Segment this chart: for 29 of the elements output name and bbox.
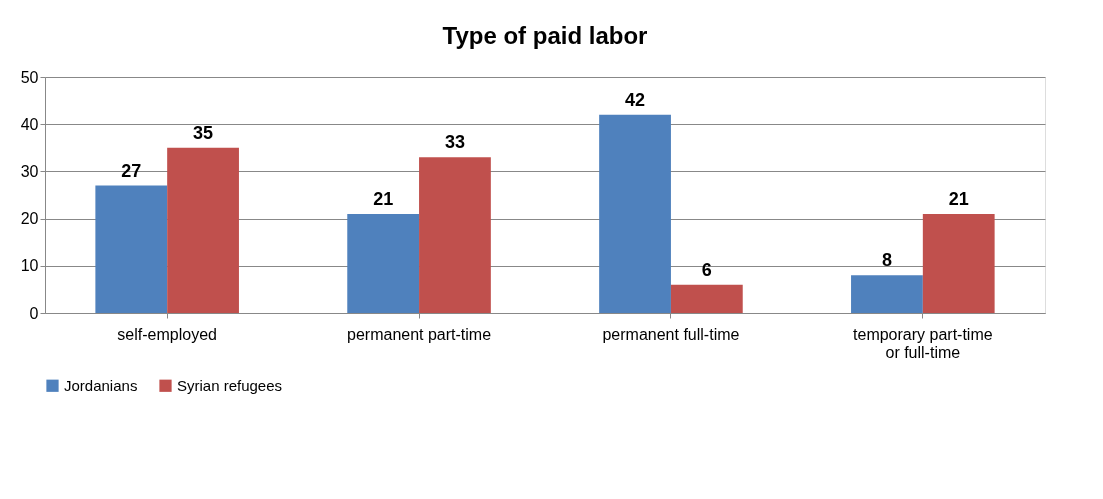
chart-title: Type of paid labor	[442, 22, 648, 49]
bar	[95, 185, 168, 313]
data-label: 42	[625, 89, 646, 110]
y-tick-label: 10	[20, 257, 39, 275]
y-tick-label: 20	[20, 210, 39, 228]
y-tick-label: 50	[20, 68, 39, 86]
y-tick-label: 0	[29, 304, 39, 322]
bar	[419, 157, 491, 313]
bar	[599, 114, 671, 313]
bar	[922, 213, 995, 313]
x-tick-label: permanent full-time	[602, 325, 740, 343]
data-label: 6	[701, 259, 712, 280]
bar	[670, 284, 743, 313]
x-tick-label: self-employed	[117, 325, 217, 343]
data-label: 21	[948, 188, 969, 209]
data-label: 8	[881, 250, 892, 271]
legend-label: Syrian refugees	[177, 376, 283, 394]
x-tick-label: permanent part-time	[347, 325, 492, 343]
data-label: 27	[121, 160, 142, 181]
data-label: 33	[444, 132, 465, 153]
legend-label: Jordanians	[64, 376, 138, 394]
bar	[347, 213, 420, 313]
data-label: 35	[193, 122, 214, 143]
x-tick-label: temporary part-time or full-time	[853, 325, 993, 361]
bar	[167, 147, 239, 313]
bar	[851, 275, 923, 313]
y-tick-label: 40	[20, 115, 39, 133]
y-tick-label: 30	[20, 162, 39, 180]
data-label: 21	[373, 188, 394, 209]
